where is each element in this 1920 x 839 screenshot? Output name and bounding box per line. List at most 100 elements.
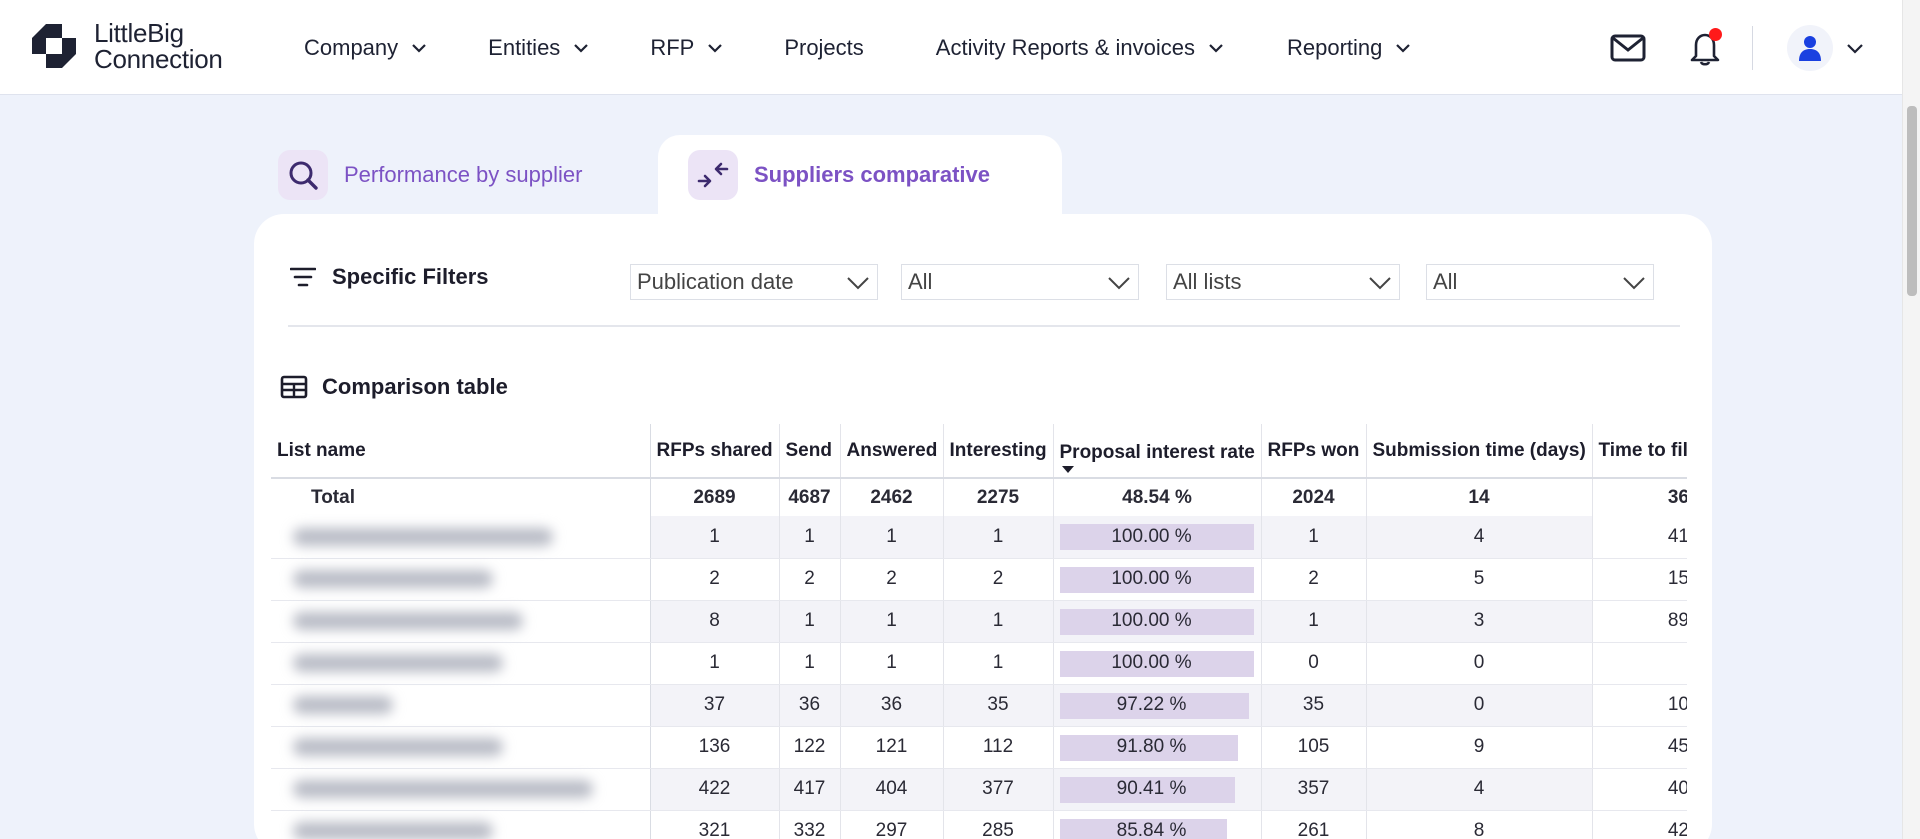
avatar[interactable]	[1787, 24, 1833, 71]
tab-performance-by-supplier[interactable]: Performance by supplier	[278, 135, 582, 215]
top-navigation-bar: LittleBig Connection Company Entities RF…	[0, 0, 1902, 95]
total-rfps-shared: 2689	[650, 478, 780, 516]
column-header-proposal-interest-rate[interactable]: Proposal interest rate	[1053, 424, 1262, 479]
chevron-down-icon	[1108, 277, 1130, 290]
nav-projects[interactable]: Projects	[784, 0, 863, 95]
nav-company[interactable]: Company	[304, 0, 426, 95]
column-header-rfps-won[interactable]: RFPs won	[1261, 424, 1367, 479]
total-send: 4687	[779, 478, 841, 516]
interesting-cell: 1	[943, 516, 1054, 559]
total-label: Total	[271, 478, 651, 516]
submission-time-cell: 4	[1366, 768, 1593, 811]
redacted-list-name	[293, 570, 493, 588]
rfps-won-cell: 357	[1261, 768, 1367, 811]
column-header-interesting[interactable]: Interesting	[943, 424, 1054, 479]
column-header-list-name[interactable]: List name	[271, 424, 651, 479]
publication-date-select[interactable]: Publication date	[630, 264, 878, 300]
logo[interactable]: LittleBig Connection	[28, 20, 223, 72]
proposal-interest-rate-cell: 100.00 %	[1052, 516, 1262, 559]
time-to-fill-cell: 89	[1592, 600, 1687, 643]
nav-activity-reports[interactable]: Activity Reports & invoices	[936, 0, 1223, 95]
compare-arrows-icon	[688, 150, 738, 200]
interesting-cell: 377	[943, 768, 1054, 811]
time-to-fill-cell: 45	[1592, 726, 1687, 769]
nav-entities[interactable]: Entities	[488, 0, 589, 95]
tab-label: Suppliers comparative	[754, 162, 990, 187]
sort-descending-icon	[1061, 466, 1074, 473]
rfps-shared-cell: 1	[650, 642, 780, 685]
interesting-cell: 1	[943, 642, 1054, 685]
period-select[interactable]: All	[901, 264, 1139, 300]
tab-suppliers-comparative[interactable]: Suppliers comparative	[658, 135, 1062, 215]
table-row[interactable]: 321 332 297 285 85.84 % 261 8 42	[271, 810, 1687, 839]
time-to-fill-cell: 40	[1592, 768, 1687, 811]
mail-icon[interactable]	[1610, 34, 1646, 62]
rate-bar	[1059, 650, 1254, 677]
rate-bar	[1059, 608, 1254, 635]
list-name-cell-redacted	[271, 600, 651, 643]
list-name-cell-redacted	[271, 768, 651, 811]
comparison-table-scroll[interactable]: List name RFPs shared Send Answered Inte…	[271, 424, 1687, 839]
submission-time-cell: 0	[1366, 642, 1593, 685]
redacted-list-name	[293, 612, 523, 630]
answered-cell: 121	[840, 726, 944, 769]
chevron-down-icon	[847, 277, 869, 290]
column-header-send[interactable]: Send	[779, 424, 841, 479]
table-row[interactable]: 37 36 36 35 97.22 % 35 0 10	[271, 684, 1687, 727]
column-header-rfps-shared[interactable]: RFPs shared	[650, 424, 780, 479]
nav-company-label: Company	[304, 34, 399, 60]
table-row[interactable]: 136 122 121 112 91.80 % 105 9 45	[271, 726, 1687, 769]
proposal-interest-rate-cell: 90.41 %	[1052, 768, 1262, 811]
rate-value: 100.00 %	[1111, 652, 1192, 673]
total-rate: 48.54 %	[1053, 478, 1262, 516]
send-cell: 332	[779, 810, 841, 839]
time-to-fill-cell: 10	[1592, 684, 1687, 727]
column-header-answered[interactable]: Answered	[840, 424, 944, 479]
submission-time-cell: 8	[1366, 810, 1593, 839]
page-scrollbar[interactable]	[1902, 0, 1920, 839]
rfps-shared-cell: 37	[650, 684, 780, 727]
chevron-down-icon	[574, 43, 589, 53]
submission-time-cell: 5	[1366, 558, 1593, 601]
logo-text-line1: LittleBig	[94, 18, 184, 48]
table-row[interactable]: 8 1 1 1 100.00 % 1 3 89	[271, 600, 1687, 643]
time-to-fill-cell	[1592, 642, 1687, 685]
rate-value: 100.00 %	[1111, 610, 1192, 631]
rfps-won-cell: 1	[1261, 600, 1367, 643]
column-header-time-to-fill[interactable]: Time to fil	[1592, 424, 1687, 479]
table-row[interactable]: 422 417 404 377 90.41 % 357 4 40	[271, 768, 1687, 811]
nav-rfp[interactable]: RFP	[650, 0, 723, 95]
proposal-interest-rate-cell: 100.00 %	[1052, 642, 1262, 685]
table-row[interactable]: 1 1 1 1 100.00 % 0 0	[271, 642, 1687, 685]
rfps-won-cell: 261	[1261, 810, 1367, 839]
rfps-shared-cell: 1	[650, 516, 780, 559]
list-name-cell-redacted	[271, 810, 651, 839]
redacted-list-name	[293, 780, 593, 798]
time-to-fill-cell: 15	[1592, 558, 1687, 601]
column-header-submission-time[interactable]: Submission time (days)	[1366, 424, 1593, 479]
chevron-down-icon	[708, 43, 723, 53]
scrollbar-thumb[interactable]	[1907, 106, 1917, 296]
total-time-to-fill: 36	[1667, 486, 1687, 508]
lists-select[interactable]: All lists	[1166, 264, 1400, 300]
list-name-cell-redacted	[271, 642, 651, 685]
nav-reporting[interactable]: Reporting	[1287, 0, 1411, 95]
chevron-down-icon	[1623, 277, 1645, 290]
table-row[interactable]: 1 1 1 1 100.00 % 1 4 41	[271, 516, 1687, 559]
nav-rfp-label: RFP	[650, 34, 695, 60]
submission-time-cell: 4	[1366, 516, 1593, 559]
chevron-down-icon[interactable]	[1847, 41, 1863, 55]
proposal-interest-rate-cell: 100.00 %	[1052, 600, 1262, 643]
table-icon	[280, 375, 308, 399]
notification-dot	[1709, 27, 1722, 41]
bell-icon[interactable]	[1686, 27, 1724, 66]
table-row[interactable]: 2 2 2 2 100.00 % 2 5 15	[271, 558, 1687, 601]
supplier-select[interactable]: All	[1426, 264, 1654, 300]
rfps-won-cell: 35	[1261, 684, 1367, 727]
interesting-cell: 285	[943, 810, 1054, 839]
rate-value: 97.22 %	[1116, 694, 1187, 715]
header-divider	[1752, 25, 1753, 70]
submission-time-cell: 3	[1366, 600, 1593, 643]
send-cell: 417	[779, 768, 841, 811]
filters-row: Specific Filters Publication date All Al…	[254, 214, 1712, 326]
